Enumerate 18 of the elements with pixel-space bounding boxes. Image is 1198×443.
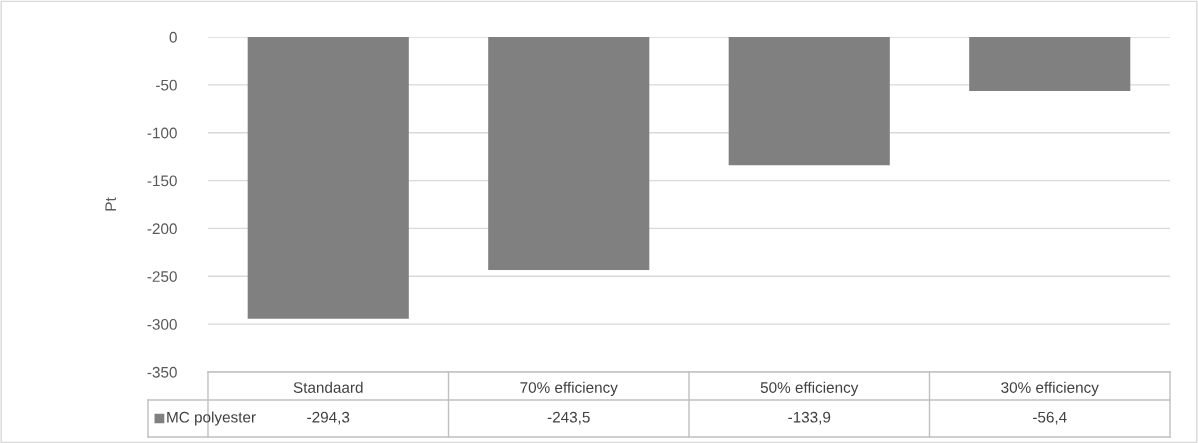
y-tick-label: -350 (147, 366, 177, 378)
y-axis-title: Pt (105, 197, 117, 211)
y-tick-label: -300 (147, 319, 177, 330)
x-tick-label: 30% efficiency (1001, 381, 1099, 396)
data-label: -243,5 (547, 411, 590, 425)
y-tick-label: -100 (147, 127, 177, 139)
x-tick-label: 50% efficiency (760, 381, 859, 396)
x-tick-label: 70% efficiency (520, 381, 618, 396)
y-tick-label: -50 (156, 79, 177, 91)
x-tick-label: Standaard (293, 381, 363, 393)
y-tick-label: -250 (147, 271, 177, 282)
y-tick-label: -200 (147, 223, 177, 235)
data-label: -133,9 (788, 411, 831, 425)
y-tick-label: 0 (169, 31, 177, 43)
data-label: -294,3 (307, 411, 350, 425)
y-tick-label: -150 (147, 175, 177, 187)
legend-label: MC polyester (167, 411, 256, 426)
data-label: -56,4 (1033, 411, 1067, 425)
